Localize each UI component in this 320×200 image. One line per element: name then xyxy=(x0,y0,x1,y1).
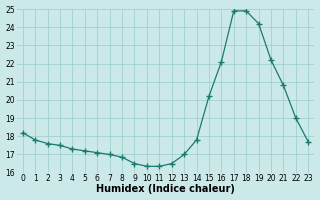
X-axis label: Humidex (Indice chaleur): Humidex (Indice chaleur) xyxy=(96,184,235,194)
